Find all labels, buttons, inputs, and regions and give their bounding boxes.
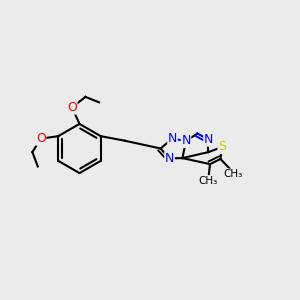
Text: N: N [181,134,191,148]
Text: N: N [168,132,177,145]
Text: CH₃: CH₃ [199,176,218,186]
Text: O: O [67,101,77,114]
Text: O: O [36,132,46,145]
Text: N: N [204,133,213,146]
Text: CH₃: CH₃ [223,169,242,179]
Text: N: N [165,152,174,165]
Text: S: S [218,140,226,154]
